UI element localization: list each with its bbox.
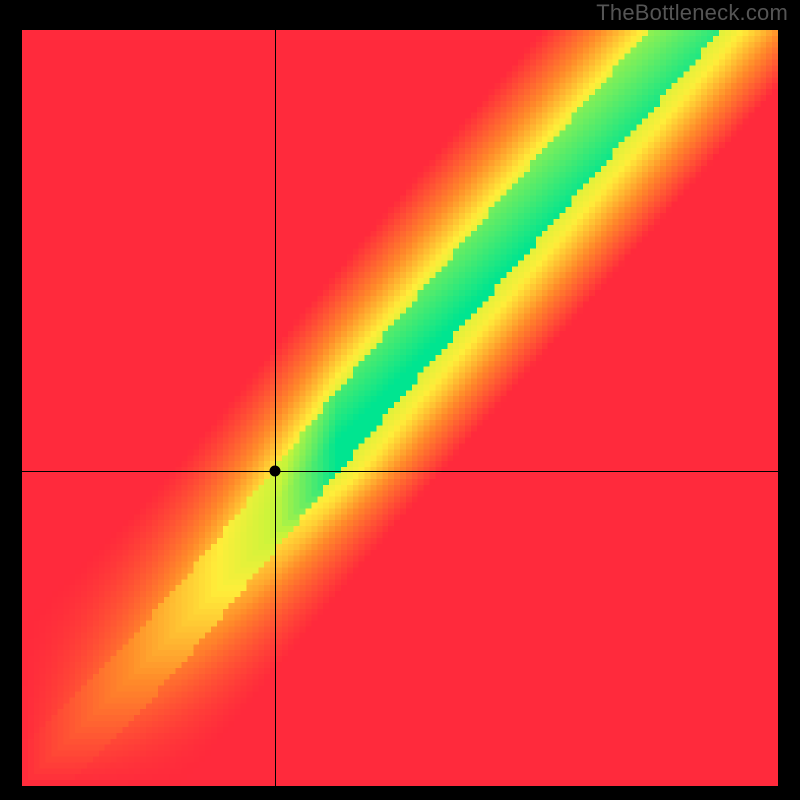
chart-container: TheBottleneck.com (0, 0, 800, 800)
heatmap-canvas (22, 30, 778, 786)
crosshair-marker[interactable] (270, 465, 281, 476)
plot-area (22, 30, 778, 786)
crosshair-vertical (275, 30, 276, 786)
watermark-text: TheBottleneck.com (596, 0, 788, 26)
crosshair-horizontal (22, 471, 778, 472)
